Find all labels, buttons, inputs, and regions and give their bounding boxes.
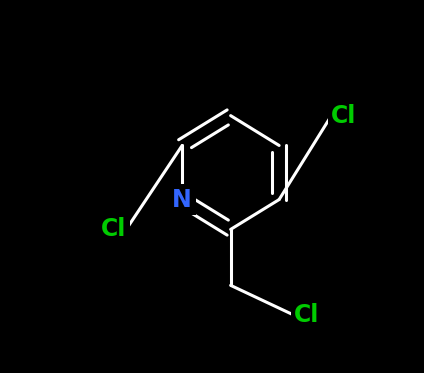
Text: Cl: Cl: [294, 303, 319, 327]
Text: Cl: Cl: [332, 104, 357, 128]
Text: Cl: Cl: [101, 217, 126, 241]
Text: N: N: [172, 188, 192, 211]
